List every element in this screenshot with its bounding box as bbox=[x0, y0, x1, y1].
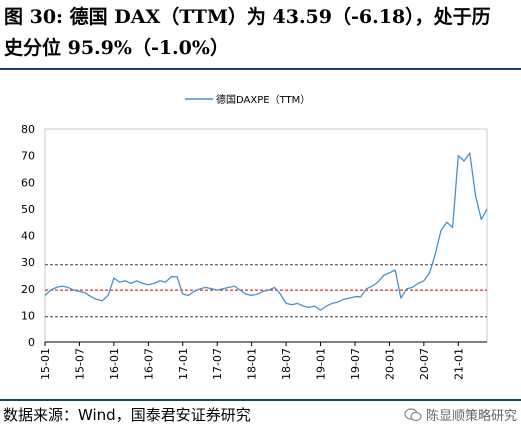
source-note: 数据来源：Wind，国泰君安证券研究 bbox=[3, 406, 251, 424]
x-tick-label: 15-07 bbox=[73, 348, 86, 380]
y-tick-label: 0 bbox=[28, 336, 35, 349]
line-chart: 0 10 20 30 40 50 60 70 80 15-01 15-07 16-01 16-07 17-… bbox=[21, 93, 488, 380]
x-tick-label: 19-01 bbox=[315, 348, 328, 380]
y-tick-label: 70 bbox=[21, 150, 35, 163]
legend: 德国DAXPE（TTM） bbox=[185, 93, 310, 106]
x-tick-label: 16-01 bbox=[108, 348, 121, 380]
series-line bbox=[44, 152, 488, 311]
y-tick-label: 40 bbox=[21, 230, 35, 243]
y-tick-label: 10 bbox=[21, 309, 35, 322]
watermark-text: 陈显顺策略研究 bbox=[425, 409, 517, 424]
x-tick-label: 18-01 bbox=[246, 348, 259, 380]
x-tick-label: 19-07 bbox=[349, 348, 362, 380]
series-layer bbox=[44, 152, 488, 311]
x-tick-label: 21-01 bbox=[452, 348, 465, 380]
y-tick-label: 50 bbox=[21, 203, 35, 216]
x-tick-label: 16-07 bbox=[142, 348, 155, 380]
bottom-rule bbox=[0, 399, 521, 401]
title-line-2: 史分位 95.9%（-1.0%） bbox=[4, 37, 229, 59]
x-tick-label: 17-07 bbox=[211, 348, 224, 380]
x-tick-label: 20-01 bbox=[383, 348, 396, 380]
watermark: 陈显顺策略研究 bbox=[404, 405, 517, 424]
x-tick-label: 17-01 bbox=[177, 348, 190, 380]
x-tick-label: 18-07 bbox=[280, 348, 293, 380]
y-tick-label: 30 bbox=[21, 256, 35, 269]
title-line-1: 图 30: 德国 DAX（TTM）为 43.59（-6.18），处于历 bbox=[4, 6, 491, 28]
figure-title: 图 30: 德国 DAX（TTM）为 43.59（-6.18），处于历 史分位 … bbox=[4, 2, 517, 64]
plot-frame bbox=[44, 128, 488, 343]
reference-lines bbox=[45, 264, 487, 318]
y-tick-label: 20 bbox=[21, 283, 35, 296]
top-rule bbox=[0, 68, 521, 70]
wechat-icon bbox=[404, 407, 422, 421]
axes: 0 10 20 30 40 50 60 70 80 15-01 15-07 16-01 16-07 17-… bbox=[21, 123, 488, 380]
x-tick-label: 20-07 bbox=[418, 348, 431, 380]
x-tick-label: 15-01 bbox=[39, 348, 52, 380]
y-tick-label: 60 bbox=[21, 176, 35, 189]
legend-label: 德国DAXPE（TTM） bbox=[216, 93, 310, 106]
y-tick-label: 80 bbox=[21, 123, 35, 136]
